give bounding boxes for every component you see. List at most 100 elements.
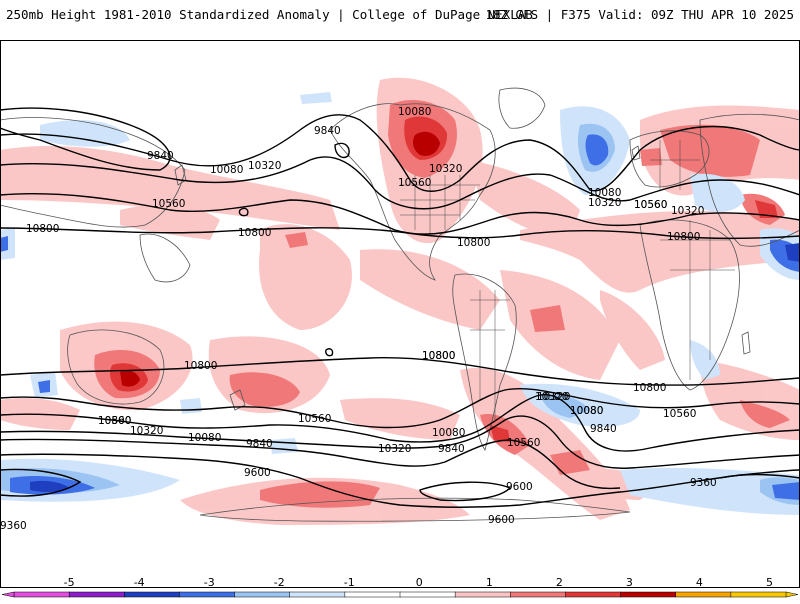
contour-9840-nh — [0, 107, 171, 171]
colorbar-tick-label: -3 — [204, 576, 215, 589]
colorbar-tick-label: -1 — [344, 576, 355, 589]
contour-label: 10080 — [210, 164, 243, 176]
contour-label: 9600 — [488, 514, 515, 526]
contour-10560-nh — [0, 193, 800, 235]
contour-label: 9840 — [590, 423, 617, 435]
contour-label: 10320 — [671, 205, 704, 217]
anomaly-map: 9840 10080 10320 10560 10800 10080 10320… — [0, 40, 800, 588]
colorbar-tick-label: 3 — [626, 576, 633, 589]
positive-anomaly-max — [120, 131, 440, 387]
height-contours — [0, 107, 800, 508]
map-header: 250mb Height 1981-2010 Standardized Anom… — [0, 0, 800, 40]
contour-label: 10320 — [378, 443, 411, 455]
contour-label: 9840 — [147, 150, 174, 162]
contour-label: 10080 — [588, 187, 621, 199]
contour-label: 10560 — [634, 199, 667, 211]
colorbar-tick-label: 2 — [556, 576, 563, 589]
colorbar-segment — [399, 591, 456, 598]
colorbar-canvas: -5 -4 -3 -2 -1 0 1 2 3 4 5 — [1, 576, 799, 598]
model-run-info: 18Z GFS | F375 Valid: 09Z THU APR 10 202… — [485, 7, 794, 22]
colorbar-tick-label: 5 — [766, 576, 773, 589]
contour-9600-sh — [0, 453, 800, 508]
contour-label: 9360 — [690, 477, 717, 489]
contour-label: 10560 — [507, 437, 540, 449]
colorbar-segment — [234, 591, 291, 598]
contour-label: 10800 — [26, 223, 59, 235]
contour-label: 10080 — [432, 427, 465, 439]
colorbar-tick-label: -5 — [64, 576, 75, 589]
southeast-asia-outline — [139, 233, 191, 283]
contour-9840-sh — [0, 438, 621, 490]
contour-label: 9840 — [438, 443, 465, 455]
contour-label: 10800 — [238, 227, 271, 239]
political-borders — [400, 140, 735, 420]
greenland-outline — [498, 87, 546, 129]
australia-outline — [67, 329, 165, 405]
contour-label: 10080 — [188, 432, 221, 444]
contour-10080-sh — [0, 415, 800, 469]
colorbar-max-arrow — [785, 591, 799, 598]
south-america-outline — [452, 273, 517, 451]
colorbar-tick-label: -4 — [134, 576, 145, 589]
contour-labels: 9840 10080 10320 10560 10800 10080 10320… — [0, 106, 717, 532]
contour-label: 10320 — [248, 160, 281, 172]
contour-10560-sh — [0, 387, 800, 429]
contour-label: 10560 — [98, 415, 131, 427]
asia-outline — [699, 113, 800, 247]
colorbar-segment — [289, 591, 346, 598]
africa-outline — [639, 219, 740, 391]
contour-label: 9840 — [246, 438, 273, 450]
contour-10800-sh — [0, 357, 800, 386]
contour-label: 10560 — [298, 413, 331, 425]
contour-small-low-1 — [238, 207, 249, 217]
asia-west-outline — [0, 117, 186, 228]
contour-9600-low — [419, 481, 512, 502]
colorbar-tick-label: 0 — [416, 576, 423, 589]
contour-label: 10800 — [422, 350, 455, 362]
contour-label: 10800 — [633, 382, 666, 394]
colorbar-segment — [675, 591, 732, 598]
contour-label: 10080 — [570, 405, 603, 417]
contour-10080-nh — [0, 114, 800, 192]
contour-label: 10320 — [130, 425, 163, 437]
madagascar-outline — [741, 331, 751, 355]
contour-label: 10800 — [667, 231, 700, 243]
negative-anomaly-max — [30, 243, 800, 493]
colorbar-segment — [124, 591, 181, 598]
colorbar-segment — [344, 591, 401, 598]
colorbar-segment — [510, 591, 567, 598]
contour-label: 9840 — [314, 125, 341, 137]
contour-label: 10800 — [98, 415, 131, 427]
continent-outlines — [0, 87, 800, 522]
contour-label: 10080 — [570, 405, 603, 417]
uk-outline — [631, 145, 641, 161]
colorbar-tick-label: 1 — [486, 576, 493, 589]
contour-label: 10080 — [398, 106, 431, 118]
contour-label: 10320 — [429, 163, 462, 175]
contour-9360-sh — [0, 468, 82, 497]
contour-label: 10560 — [634, 199, 667, 211]
colorbar-segment — [179, 591, 236, 598]
map-canvas: 9840 10080 10320 10560 10800 10080 10320… — [0, 40, 800, 588]
contour-label: 10320 — [535, 391, 568, 403]
contour-label: 10800 — [184, 360, 217, 372]
contour-label: 9600 — [506, 481, 533, 493]
anomaly-colorbar: -5 -4 -3 -2 -1 0 1 2 3 4 5 — [0, 570, 800, 600]
colorbar-segment — [620, 591, 677, 598]
colorbar-segment — [565, 591, 622, 598]
map-title: 250mb Height 1981-2010 Standardized Anom… — [6, 7, 533, 22]
contour-10320-nh — [0, 156, 800, 210]
colorbar-segment — [68, 591, 126, 598]
colorbar-segment — [454, 591, 512, 598]
contour-10800-nh — [0, 227, 800, 240]
contour-label: 10320 — [588, 197, 621, 209]
contour-label: 9360 — [0, 520, 27, 532]
colorbar-segment — [13, 591, 70, 598]
contour-small-low-2 — [325, 348, 334, 357]
contour-label: 10560 — [398, 177, 431, 189]
contour-label: 10320 — [537, 391, 570, 403]
contour-label: 10560 — [663, 408, 696, 420]
new-zealand-outline — [229, 389, 246, 411]
contour-label: 10560 — [152, 198, 185, 210]
contour-label: 10800 — [422, 350, 455, 362]
